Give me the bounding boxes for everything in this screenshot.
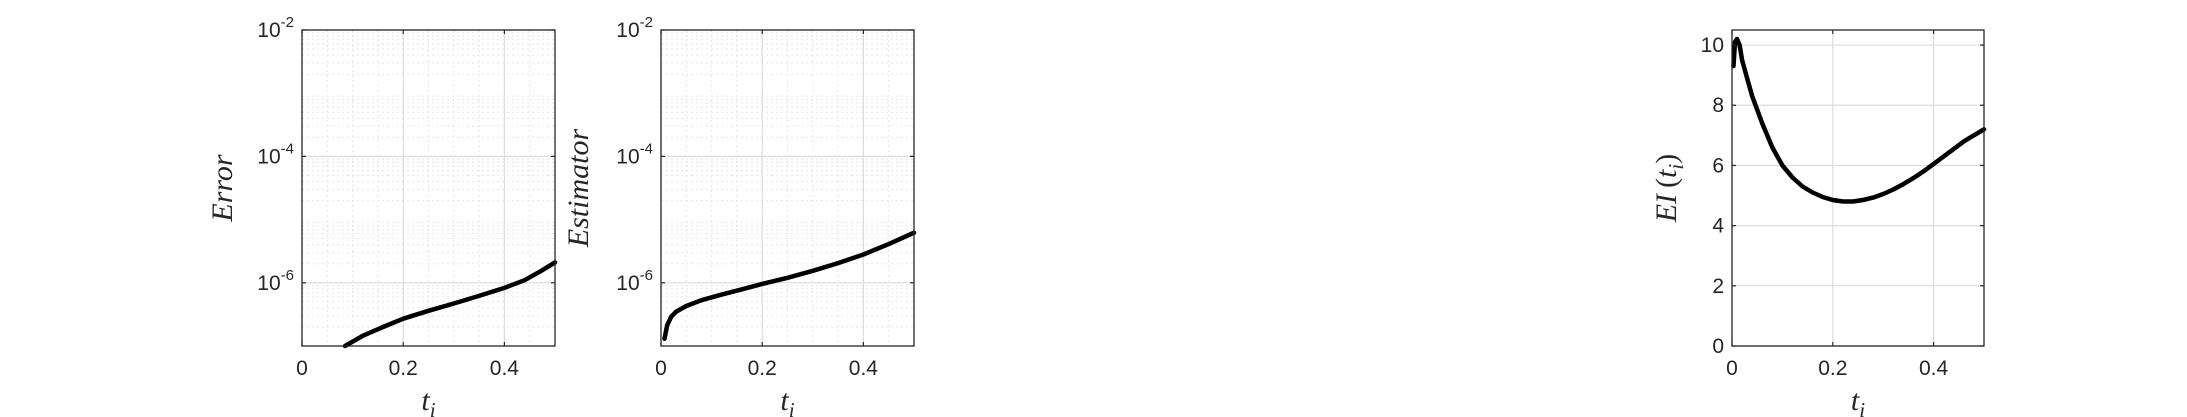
axes-box — [1731, 29, 1985, 347]
y-axis-label: Estimator — [562, 129, 595, 249]
y-tick-label: 10-2 — [616, 14, 653, 42]
y-tick-label: 2 — [1712, 275, 1724, 298]
y-tick-label: 10 — [1701, 34, 1724, 57]
ei-chart: 0 0.2 0.4 0 2 4 6 8 10 ti EI(ti) — [1650, 29, 1987, 417]
axes-box — [660, 29, 915, 347]
x-tick-label: 0 — [1726, 357, 1738, 380]
y-tick-label: 10-4 — [257, 140, 294, 168]
x-tick-label: 0.4 — [490, 357, 520, 380]
x-axis-label: ti — [780, 384, 794, 417]
y-tick-label: 0 — [1712, 335, 1724, 358]
x-tick-label: 0 — [655, 357, 667, 380]
y-tick-label: 10-4 — [616, 140, 653, 168]
series-line — [342, 260, 558, 349]
x-axis-label: ti — [421, 384, 435, 417]
y-tick-label: 10-6 — [616, 267, 653, 295]
y-tick-label: 10-2 — [257, 14, 294, 42]
x-tick-label: 0 — [296, 357, 308, 380]
series-line — [1731, 36, 1987, 204]
axes-box — [301, 29, 556, 347]
x-tick-label: 0.2 — [389, 357, 418, 380]
y-tick-label: 8 — [1712, 94, 1724, 117]
error-chart: 0 0.2 0.4 10-6 10-4 10-2 ti Error — [206, 14, 558, 417]
x-axis-label: ti — [1851, 384, 1865, 417]
series-line — [662, 230, 917, 342]
y-tick-label: 4 — [1712, 215, 1724, 238]
y-tick-label: 10-6 — [257, 267, 294, 295]
y-axis-label: Error — [206, 154, 239, 223]
x-tick-label: 0.2 — [748, 357, 777, 380]
x-tick-label: 0.4 — [849, 357, 879, 380]
y-tick-label: 6 — [1712, 154, 1724, 177]
x-tick-label: 0.4 — [1919, 357, 1949, 380]
y-axis-label: EI(ti) — [1650, 154, 1688, 224]
x-tick-label: 0.2 — [1818, 357, 1847, 380]
estimator-chart: 0 0.2 0.4 10-6 10-4 10-2 ti Estimator — [562, 14, 917, 417]
